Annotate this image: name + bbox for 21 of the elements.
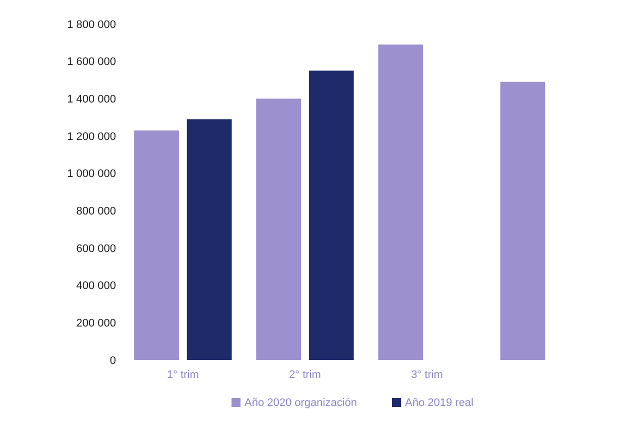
legend-label: Año 2019 real bbox=[405, 397, 474, 409]
bar bbox=[500, 82, 546, 360]
y-tick-label: 1 800 000 bbox=[67, 18, 116, 31]
legend-label: Año 2020 organización bbox=[244, 397, 358, 409]
y-tick-label: 1 000 000 bbox=[67, 168, 116, 180]
x-tick-label: 2° trim bbox=[289, 369, 321, 381]
y-tick-label: 800 000 bbox=[76, 206, 116, 218]
y-tick-label: 0 bbox=[110, 354, 116, 367]
y-tick-label: 400 000 bbox=[76, 280, 116, 292]
bar bbox=[134, 130, 179, 360]
x-tick-label: 1° trim bbox=[166, 369, 199, 381]
y-tick-label: 1 600 000 bbox=[67, 56, 116, 68]
y-tick-label: 600 000 bbox=[76, 242, 116, 255]
bar bbox=[378, 44, 424, 360]
y-tick-label: 200 000 bbox=[76, 318, 116, 330]
bar bbox=[308, 70, 354, 360]
y-tick-label: 1 200 000 bbox=[67, 130, 116, 143]
bar bbox=[256, 98, 302, 360]
y-tick-label: 1 400 000 bbox=[67, 94, 116, 106]
x-tick-label: 3° trim bbox=[411, 369, 443, 381]
bar bbox=[186, 119, 232, 360]
